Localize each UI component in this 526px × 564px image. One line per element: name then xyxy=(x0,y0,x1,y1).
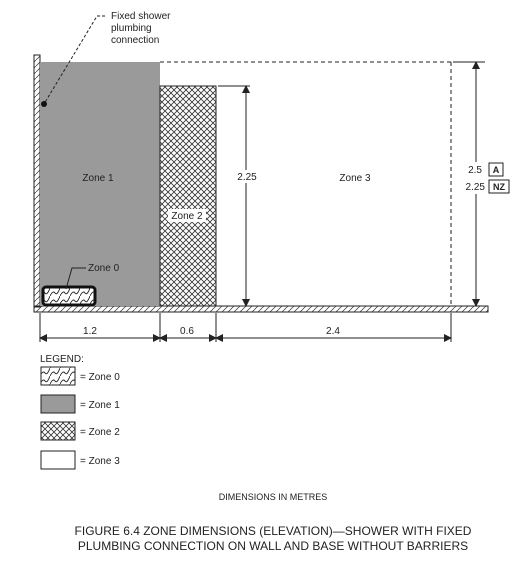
dimension-225-label: 2.25 xyxy=(237,172,257,183)
legend-title: LEGEND: xyxy=(40,354,84,365)
zone0-label: Zone 0 xyxy=(88,263,120,274)
units-note: DIMENSIONS IN METRES xyxy=(219,492,328,502)
zone3-label: Zone 3 xyxy=(339,173,371,184)
zone2-area xyxy=(159,85,217,307)
badge-a-text: A xyxy=(493,165,500,175)
legend-swatch-zone0 xyxy=(40,366,76,386)
callout-shower-line1: Fixed shower xyxy=(111,11,171,22)
figure-caption-line2: PLUMBING CONNECTION ON WALL AND BASE WIT… xyxy=(78,539,468,553)
zone0-area xyxy=(41,285,97,307)
badge-nz-text: NZ xyxy=(493,182,505,192)
legend: LEGEND: = Zone 0 = Zone 1 = Zone 2 = Zon… xyxy=(40,354,120,470)
shower-callout: Fixed shower plumbing connection xyxy=(41,11,171,107)
callout-shower-line3: connection xyxy=(111,35,159,46)
dimension-label-1-2: 1.2 xyxy=(83,326,97,337)
shower-connection-point xyxy=(41,101,47,107)
figure-caption-line1: FIGURE 6.4 ZONE DIMENSIONS (ELEVATION)—S… xyxy=(75,524,472,538)
zone3-outline xyxy=(160,61,452,306)
zone1-label: Zone 1 xyxy=(82,173,114,184)
dimension-label-2-4: 2.4 xyxy=(326,326,340,337)
wall xyxy=(33,54,41,308)
badge-a xyxy=(488,162,504,177)
zone1-area xyxy=(40,62,160,306)
legend-swatch-zone2 xyxy=(40,421,76,441)
badge-nz xyxy=(488,179,510,194)
dimension-a-value: 2.5 xyxy=(468,165,482,176)
legend-label-zone2: = Zone 2 xyxy=(80,427,120,438)
zone0-callout: Zone 0 xyxy=(65,263,120,290)
legend-swatch-zone1 xyxy=(40,394,76,414)
dimension-225: 2.25 xyxy=(218,85,260,307)
callout-shower-line2: plumbing xyxy=(111,23,152,34)
legend-label-zone1: = Zone 1 xyxy=(80,400,120,411)
dimension-label-0-6: 0.6 xyxy=(180,326,194,337)
dimension-nz-value: 2.25 xyxy=(466,182,486,193)
dimension-right: 2.5 A 2.25 NZ xyxy=(453,61,510,307)
floor xyxy=(33,305,489,313)
legend-swatch-zone3 xyxy=(40,450,76,470)
legend-label-zone0: = Zone 0 xyxy=(80,372,120,383)
legend-label-zone3: = Zone 3 xyxy=(80,456,120,467)
zone2-label: Zone 2 xyxy=(171,211,203,222)
dimension-horizontal xyxy=(39,313,452,342)
